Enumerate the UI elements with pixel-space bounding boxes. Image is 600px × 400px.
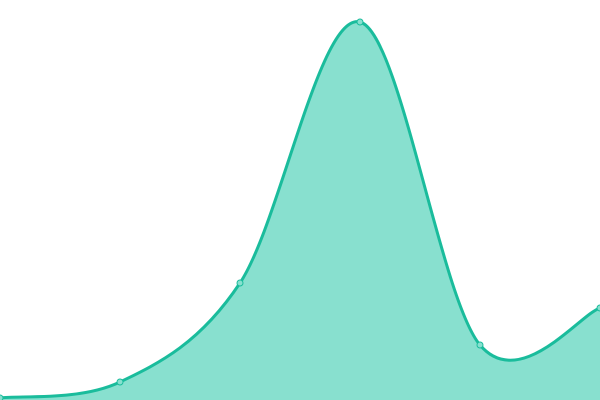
data-point-3 — [356, 18, 364, 26]
data-point-2 — [236, 279, 244, 287]
data-point-4 — [476, 341, 484, 349]
data-points — [0, 18, 600, 400]
data-point-1 — [116, 378, 124, 386]
area-fill — [0, 21, 600, 400]
data-point-5 — [596, 304, 600, 312]
data-point-0 — [0, 394, 4, 400]
